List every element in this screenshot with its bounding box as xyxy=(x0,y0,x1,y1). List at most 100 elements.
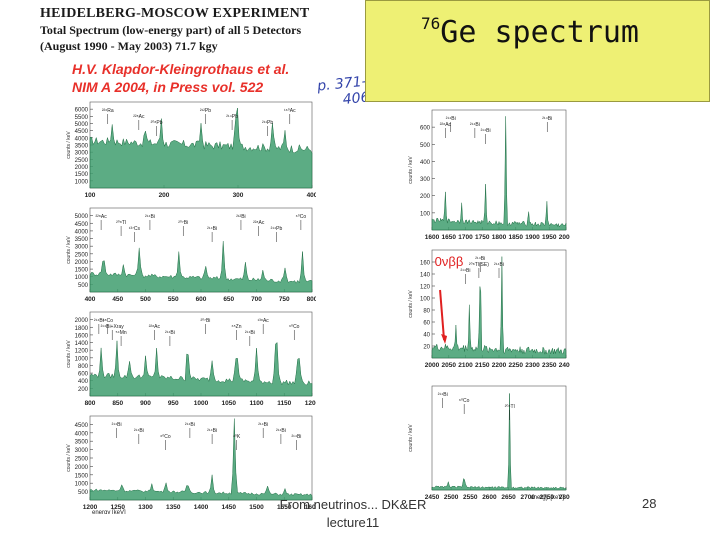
peak-label: ²⁰⁷Bi xyxy=(200,318,210,324)
x-tick-label: 1200 xyxy=(83,504,98,511)
y-tick-label: 2500 xyxy=(75,158,89,164)
spectrum-panel-1200-1600: 500 1000 1500 2000 2500 3000 3500 4000 4500 1200 1… xyxy=(66,415,316,514)
x-tick-label: 2250 xyxy=(509,362,524,369)
y-axis-label: counts / keV xyxy=(408,424,414,452)
citation-journal: NIM A 2004, in Press vol. 522 xyxy=(72,79,264,95)
x-tick-label: 200 xyxy=(159,192,170,199)
y-tick-label: 3000 xyxy=(75,151,89,157)
y-tick-label: 1800 xyxy=(75,326,89,332)
peak-label: ²⁰⁷Bi xyxy=(178,220,188,226)
decay-arrow xyxy=(439,289,446,341)
footer-source: From neutrinos... DK&ER lecture11 xyxy=(278,496,428,532)
peak-label: ²¹⁴Bi+Xray xyxy=(101,324,125,330)
x-tick-label: 1450 xyxy=(222,504,237,511)
peak-label: ²¹⁴Pb xyxy=(271,226,283,232)
x-tick-label: 1000 xyxy=(194,400,209,407)
y-tick-label: 4000 xyxy=(75,229,89,235)
x-tick-label: 1550 xyxy=(277,504,292,511)
x-tick-label: 1950 xyxy=(542,234,557,241)
peak-label: ²¹²Pb xyxy=(200,108,211,114)
peak-label: ²²⁸Ac xyxy=(133,114,145,120)
peak-label: ²¹⁴Bi xyxy=(165,330,175,336)
y-tick-label: 4500 xyxy=(75,222,89,228)
peak-label: ²¹²Bi xyxy=(236,214,245,220)
y-tick-label: 6000 xyxy=(75,108,89,114)
peak-label: ⁵⁴Mn xyxy=(115,330,126,336)
x-tick-label: 950 xyxy=(168,400,179,407)
x-tick-label: 1650 xyxy=(442,234,457,241)
peak-label: ²¹⁴Bi xyxy=(438,392,448,398)
y-tick-label: 20 xyxy=(423,345,430,351)
peak-label: ⁶⁰Co xyxy=(289,324,300,330)
x-tick-label: 1150 xyxy=(277,400,291,407)
peak-label: ²¹¹Pb xyxy=(262,120,273,126)
x-tick-label: 1900 xyxy=(525,234,540,241)
y-tick-label: 3500 xyxy=(75,237,89,243)
x-tick-label: 2450 xyxy=(425,494,440,501)
x-tick-label: 1350 xyxy=(166,504,181,511)
peak-label: ²¹⁴Bi xyxy=(245,330,255,336)
x-tick-label: 800 xyxy=(85,400,96,407)
y-tick-label: 2000 xyxy=(75,260,89,266)
peak-label: ²¹⁴Bi xyxy=(207,226,217,232)
y-tick-label: 400 xyxy=(420,160,431,166)
y-tick-label: 1200 xyxy=(75,349,89,355)
peak-label: ²¹⁴Bi xyxy=(291,434,301,440)
x-tick-label: 2050 xyxy=(442,362,457,369)
x-tick-label: 2000 xyxy=(559,234,570,241)
y-tick-label: 2000 xyxy=(75,465,89,471)
y-tick-label: 3500 xyxy=(75,440,89,446)
neutrinoless-decay-label: 0νββ xyxy=(435,254,464,269)
x-tick-label: 1850 xyxy=(509,234,524,241)
y-tick-label: 120 xyxy=(420,285,431,291)
y-tick-label: 2500 xyxy=(75,457,89,463)
y-tick-label: 500 xyxy=(420,143,431,149)
y-axis-label: counts / keV xyxy=(66,340,72,368)
footer-line1: From neutrinos... DK&ER xyxy=(279,497,427,512)
x-tick-label: 1600 xyxy=(425,234,440,241)
y-tick-label: 1000 xyxy=(75,356,89,362)
x-tick-label: 100 xyxy=(85,192,96,199)
peak-label: ¹³⁷Cs xyxy=(129,226,141,232)
y-tick-label: 1000 xyxy=(75,275,89,281)
x-tick-label: 2300 xyxy=(525,362,540,369)
y-tick-label: 1600 xyxy=(75,333,89,339)
y-tick-label: 500 xyxy=(78,283,89,289)
x-tick-label: 400 xyxy=(307,192,316,199)
x-tick-label: 1700 xyxy=(458,234,473,241)
y-tick-label: 1500 xyxy=(75,473,89,479)
x-tick-label: 750 xyxy=(279,296,290,303)
x-tick-label: 450 xyxy=(112,296,123,303)
y-tick-label: 4500 xyxy=(75,129,89,135)
y-tick-label: 200 xyxy=(420,194,431,200)
spectrum-area xyxy=(89,107,313,189)
x-tick-label: 650 xyxy=(223,296,234,303)
x-tick-label: 900 xyxy=(140,400,151,407)
peak-label: ¹⁶⁰Ac xyxy=(284,108,296,114)
peak-label: ²⁰⁸Pb xyxy=(151,120,163,126)
spectrum-panel-2400-2800: 2450 2500 2550 2600 2650 2700 2750 2800 counts /… xyxy=(408,385,570,501)
spectrum-panel-2000-2400: 20 40 60 80 100 120 140 160 2000 2050 2100 2150 2200… xyxy=(408,249,570,369)
experiment-header: HEIDELBERG-MOSCOW EXPERIMENT Total Spect… xyxy=(40,6,360,54)
y-axis-label: counts / keV xyxy=(66,444,72,472)
peak-label: ²¹⁴Bi xyxy=(185,422,195,428)
peak-label: ²¹⁴Bi xyxy=(461,268,471,274)
x-tick-label: 600 xyxy=(196,296,207,303)
x-tick-label: 1750 xyxy=(475,234,490,241)
y-tick-label: 80 xyxy=(423,309,430,315)
y-tick-label: 100 xyxy=(420,297,431,303)
x-tick-label: 1500 xyxy=(249,504,264,511)
peak-label: ⁶⁵Zn xyxy=(232,324,242,330)
x-tick-label: 2800 xyxy=(559,494,570,501)
x-tick-label: 2400 xyxy=(559,362,570,369)
spectrum-panel-1600-2000: 100 200 300 400 500 600 1600 1650 1700 1750 1800 18… xyxy=(408,109,570,241)
peak-label: ²¹⁴Bi xyxy=(134,428,144,434)
x-tick-label: 800 xyxy=(307,296,316,303)
y-tick-label: 600 xyxy=(420,126,431,132)
y-tick-label: 5500 xyxy=(75,115,89,121)
x-tick-label: 2700 xyxy=(520,494,535,501)
peak-label: ²⁰⁸Tl xyxy=(505,404,515,410)
peak-label: ²²⁶Ra xyxy=(102,108,114,114)
x-tick-label: 1100 xyxy=(249,400,263,407)
